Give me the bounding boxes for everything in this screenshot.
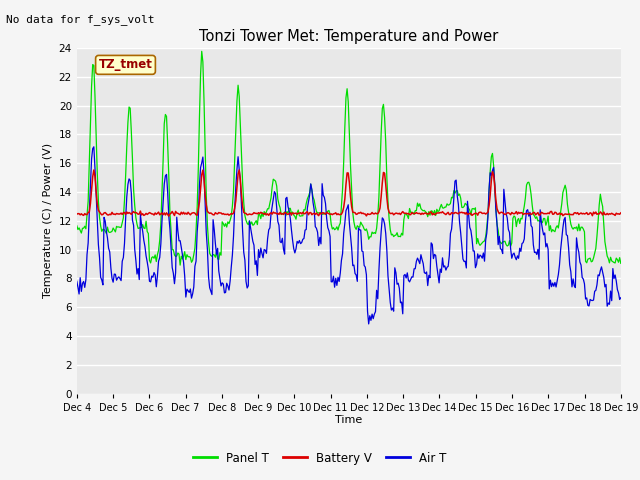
- Legend: Panel T, Battery V, Air T: Panel T, Battery V, Air T: [188, 447, 452, 469]
- Text: TZ_tmet: TZ_tmet: [99, 59, 152, 72]
- Title: Tonzi Tower Met: Temperature and Power: Tonzi Tower Met: Temperature and Power: [199, 29, 499, 44]
- Y-axis label: Temperature (C) / Power (V): Temperature (C) / Power (V): [43, 143, 53, 299]
- Text: No data for f_sys_volt: No data for f_sys_volt: [6, 14, 155, 25]
- X-axis label: Time: Time: [335, 415, 362, 425]
